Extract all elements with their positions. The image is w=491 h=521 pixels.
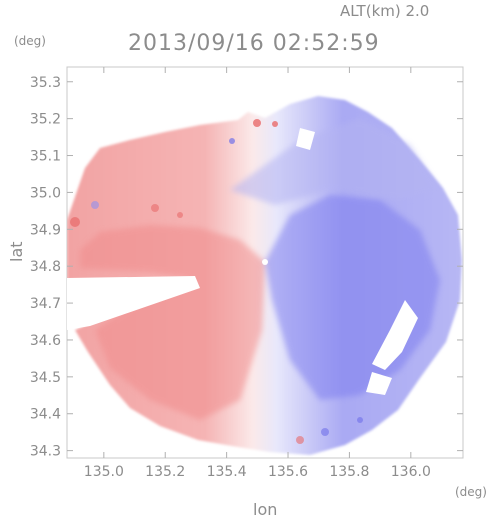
echo-hole-lower: [366, 372, 392, 395]
echo-hole-right: [372, 300, 418, 370]
x-tick-label: 135.4: [207, 464, 247, 480]
y-tick-label: 34.5: [30, 370, 61, 386]
y-tick-label: 34.3: [30, 444, 61, 460]
y-tick-label: 35.3: [30, 75, 61, 91]
y-tick-label: 34.9: [30, 222, 61, 238]
x-tick-label: 135.6: [268, 464, 308, 480]
y-tick-label: 34.4: [30, 407, 61, 423]
echo-hole-top: [296, 128, 315, 150]
y-tick-label: 34.6: [30, 333, 61, 349]
y-tick-label: 34.7: [30, 296, 61, 312]
altitude-label: ALT(km) 2.0: [340, 2, 429, 20]
receding-lobe: [80, 225, 265, 420]
x-unit-label: (deg): [455, 485, 487, 499]
velocity-field: [67, 96, 462, 455]
y-tick-label: 35.2: [30, 112, 61, 128]
x-tick-label: 135.8: [329, 464, 369, 480]
y-unit-label: (deg): [14, 34, 46, 48]
y-tick-label: 35.1: [30, 149, 61, 165]
x-axis-ticks: 135.0 135.2 135.4 135.6 135.8 136.0: [84, 67, 431, 480]
y-tick-label: 35.0: [30, 185, 61, 201]
y-tick-label: 34.8: [30, 259, 61, 275]
x-axis-title: lon: [253, 500, 277, 519]
y-axis-ticks: 34.3 34.4 34.5 34.6 34.7 34.8 34.9 35.0 35.1 35.2…: [30, 75, 463, 460]
x-tick-label: 136.0: [391, 464, 431, 480]
y-axis-title: lat: [7, 241, 26, 262]
x-tick-label: 135.2: [145, 464, 185, 480]
timestamp-title: 2013/09/16 02:52:59: [128, 31, 380, 56]
x-tick-label: 135.0: [84, 464, 124, 480]
coverage-gap: [67, 276, 200, 330]
upper-blue-band: [230, 118, 440, 205]
